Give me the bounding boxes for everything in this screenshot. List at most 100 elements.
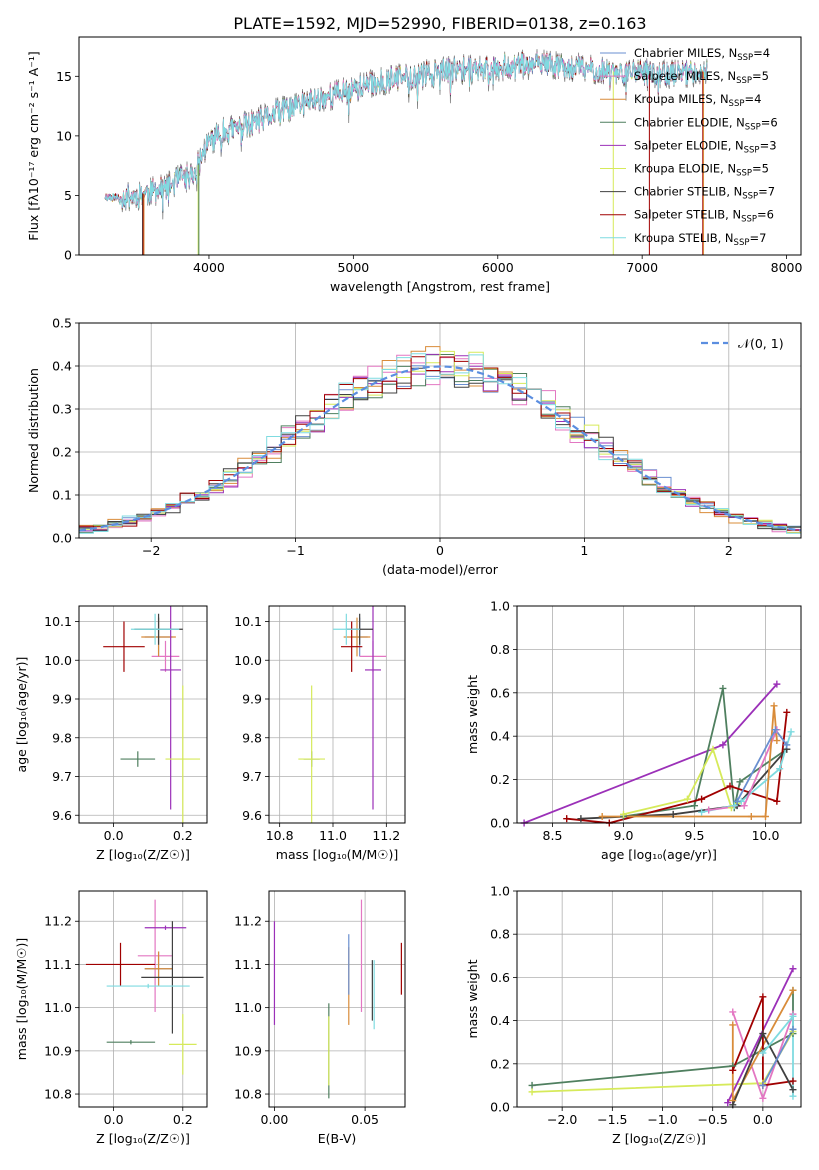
y-tick-label: 9.9 — [242, 692, 262, 707]
legend-entry: Kroupa MILES, NSSP=4 — [634, 92, 761, 109]
x-axis-label: Z [log₁₀(Z/Z☉)] — [612, 1131, 706, 1146]
y-tick-label: 0.0 — [490, 816, 510, 831]
weight-marker — [669, 810, 677, 818]
y-tick-label: 1.0 — [490, 599, 510, 614]
weight-marker — [762, 812, 769, 820]
weight-marker — [698, 808, 706, 816]
weight-line — [623, 688, 788, 818]
weight-marker — [598, 812, 606, 820]
axes-frame — [516, 890, 802, 1108]
x-tick-label: 7000 — [626, 260, 658, 275]
legend-entry: Kroupa STELIB, NSSP=7 — [634, 231, 766, 248]
y-tick-label: 10.8 — [234, 1087, 262, 1102]
y-axis-label: mass [log₁₀(M/M☉)] — [14, 938, 29, 1060]
legend-entry: Chabrier ELODIE, NSSP=6 — [634, 115, 778, 132]
x-tick-label: 0.05 — [351, 1112, 379, 1127]
weight-marker — [719, 741, 727, 749]
x-axis-label: E(B-V) — [318, 1131, 357, 1146]
y-tick-label: 0.4 — [490, 729, 510, 744]
x-axis-label: Z [log₁₀(Z/Z☉)] — [96, 1131, 190, 1146]
panel-residuals: −2 −1 0 1 2 0.0 0.1 0.2 0.3 0.4 0.5 (data-model)/er… — [26, 316, 802, 577]
x-tick-label: −2.0 — [547, 1112, 577, 1127]
y-tick-label: 9.8 — [242, 730, 262, 745]
weight-marker — [771, 726, 779, 734]
legend-entry: Chabrier STELIB, NSSP=7 — [634, 185, 775, 202]
weight-marker — [789, 986, 797, 994]
y-tick-label: 10 — [56, 128, 72, 143]
weight-marker — [776, 765, 784, 773]
weight-marker — [789, 1077, 797, 1085]
weight-marker — [759, 993, 767, 1001]
legend-entry: Salpeter ELODIE, NSSP=3 — [634, 138, 777, 155]
weight-marker — [787, 728, 795, 736]
y-tick-label: 9.7 — [242, 769, 262, 784]
page-title: PLATE=1592, MJD=52990, FIBERID=0138, z=0… — [233, 14, 646, 33]
x-axis-label: (data-model)/error — [382, 562, 499, 577]
weight-marker — [724, 1099, 732, 1107]
plot-area-age_vs_mass — [298, 606, 387, 823]
y-tick-label: 1.0 — [490, 884, 510, 899]
y-tick-label: 9.6 — [242, 808, 262, 823]
panel-mass_vs_EBV: 0.00 0.05 10.8 10.9 11.0 11.1 11.2 E(B-V) — [234, 890, 406, 1146]
x-tick-label: 8000 — [771, 260, 803, 275]
weight-marker — [736, 778, 744, 786]
legend-entry: Kroupa ELODIE, NSSP=5 — [634, 162, 769, 179]
y-tick-label: 0.2 — [490, 772, 510, 787]
weight-marker — [528, 1088, 536, 1096]
y-tick-label: 10.1 — [44, 614, 72, 629]
weight-line — [602, 705, 778, 818]
axes-frame — [78, 890, 208, 1108]
weight-marker — [740, 802, 748, 810]
weight-marker — [563, 815, 571, 823]
x-tick-label: 9.0 — [614, 828, 634, 843]
weight-marker — [528, 1081, 536, 1089]
y-tick-label: 11.1 — [234, 957, 262, 972]
y-tick-label: 15 — [56, 69, 72, 84]
x-tick-label: 11.2 — [372, 828, 400, 843]
y-tick-label: 0.6 — [490, 685, 510, 700]
x-tick-label: −0.5 — [698, 1112, 728, 1127]
weight-line — [726, 968, 794, 1104]
x-tick-label: 2 — [725, 543, 733, 558]
plot-area-residuals — [79, 346, 801, 534]
x-tick-label: 0 — [436, 543, 444, 558]
x-tick-label: 0.0 — [753, 1112, 773, 1127]
weight-marker — [773, 680, 781, 688]
y-tick-label: 0.5 — [52, 316, 72, 331]
y-axis-label: age [log₁₀(age/yr)] — [14, 657, 29, 773]
y-tick-label: 0.2 — [52, 445, 72, 460]
weight-marker — [773, 737, 781, 745]
y-tick-label: 9.9 — [52, 692, 72, 707]
y-tick-label: 0.3 — [52, 402, 72, 417]
weight-marker — [698, 795, 706, 803]
x-tick-label: 9.5 — [685, 828, 705, 843]
weight-marker — [719, 684, 727, 692]
x-tick-label: 4000 — [193, 260, 225, 275]
y-axis-label: mass weight — [465, 675, 480, 754]
x-axis-label: age [log₁₀(age/yr)] — [601, 847, 717, 862]
x-tick-label: 11.0 — [319, 828, 347, 843]
y-tick-label: 0.8 — [490, 927, 510, 942]
x-tick-label: 0.2 — [173, 828, 193, 843]
y-tick-label: 11.1 — [44, 957, 72, 972]
weight-marker — [729, 1021, 737, 1029]
weight-marker — [705, 806, 713, 814]
axes-frame — [516, 605, 802, 824]
legend-entry: Salpeter STELIB, NSSP=6 — [634, 208, 774, 225]
y-tick-label: 0.4 — [490, 1013, 510, 1028]
weight-marker — [577, 815, 585, 823]
axes-frame — [78, 605, 208, 824]
legend-entry: Salpeter MILES, NSSP=5 — [634, 69, 769, 86]
plot-area-mass_vs_Z — [85, 899, 204, 1075]
y-axis-label: Normed distribution — [26, 368, 41, 493]
legend-entry: Chabrier MILES, NSSP=4 — [634, 46, 770, 63]
x-tick-label: 0.00 — [261, 1112, 289, 1127]
y-tick-label: 11.0 — [234, 1000, 262, 1015]
x-tick-label: 10.8 — [266, 828, 294, 843]
weight-line — [762, 1028, 794, 1086]
weight-marker — [730, 802, 738, 810]
y-tick-label: 9.7 — [52, 769, 72, 784]
weight-marker — [729, 1066, 737, 1074]
plot-area-spectrum — [104, 49, 708, 255]
y-tick-label: 10.0 — [234, 653, 262, 668]
